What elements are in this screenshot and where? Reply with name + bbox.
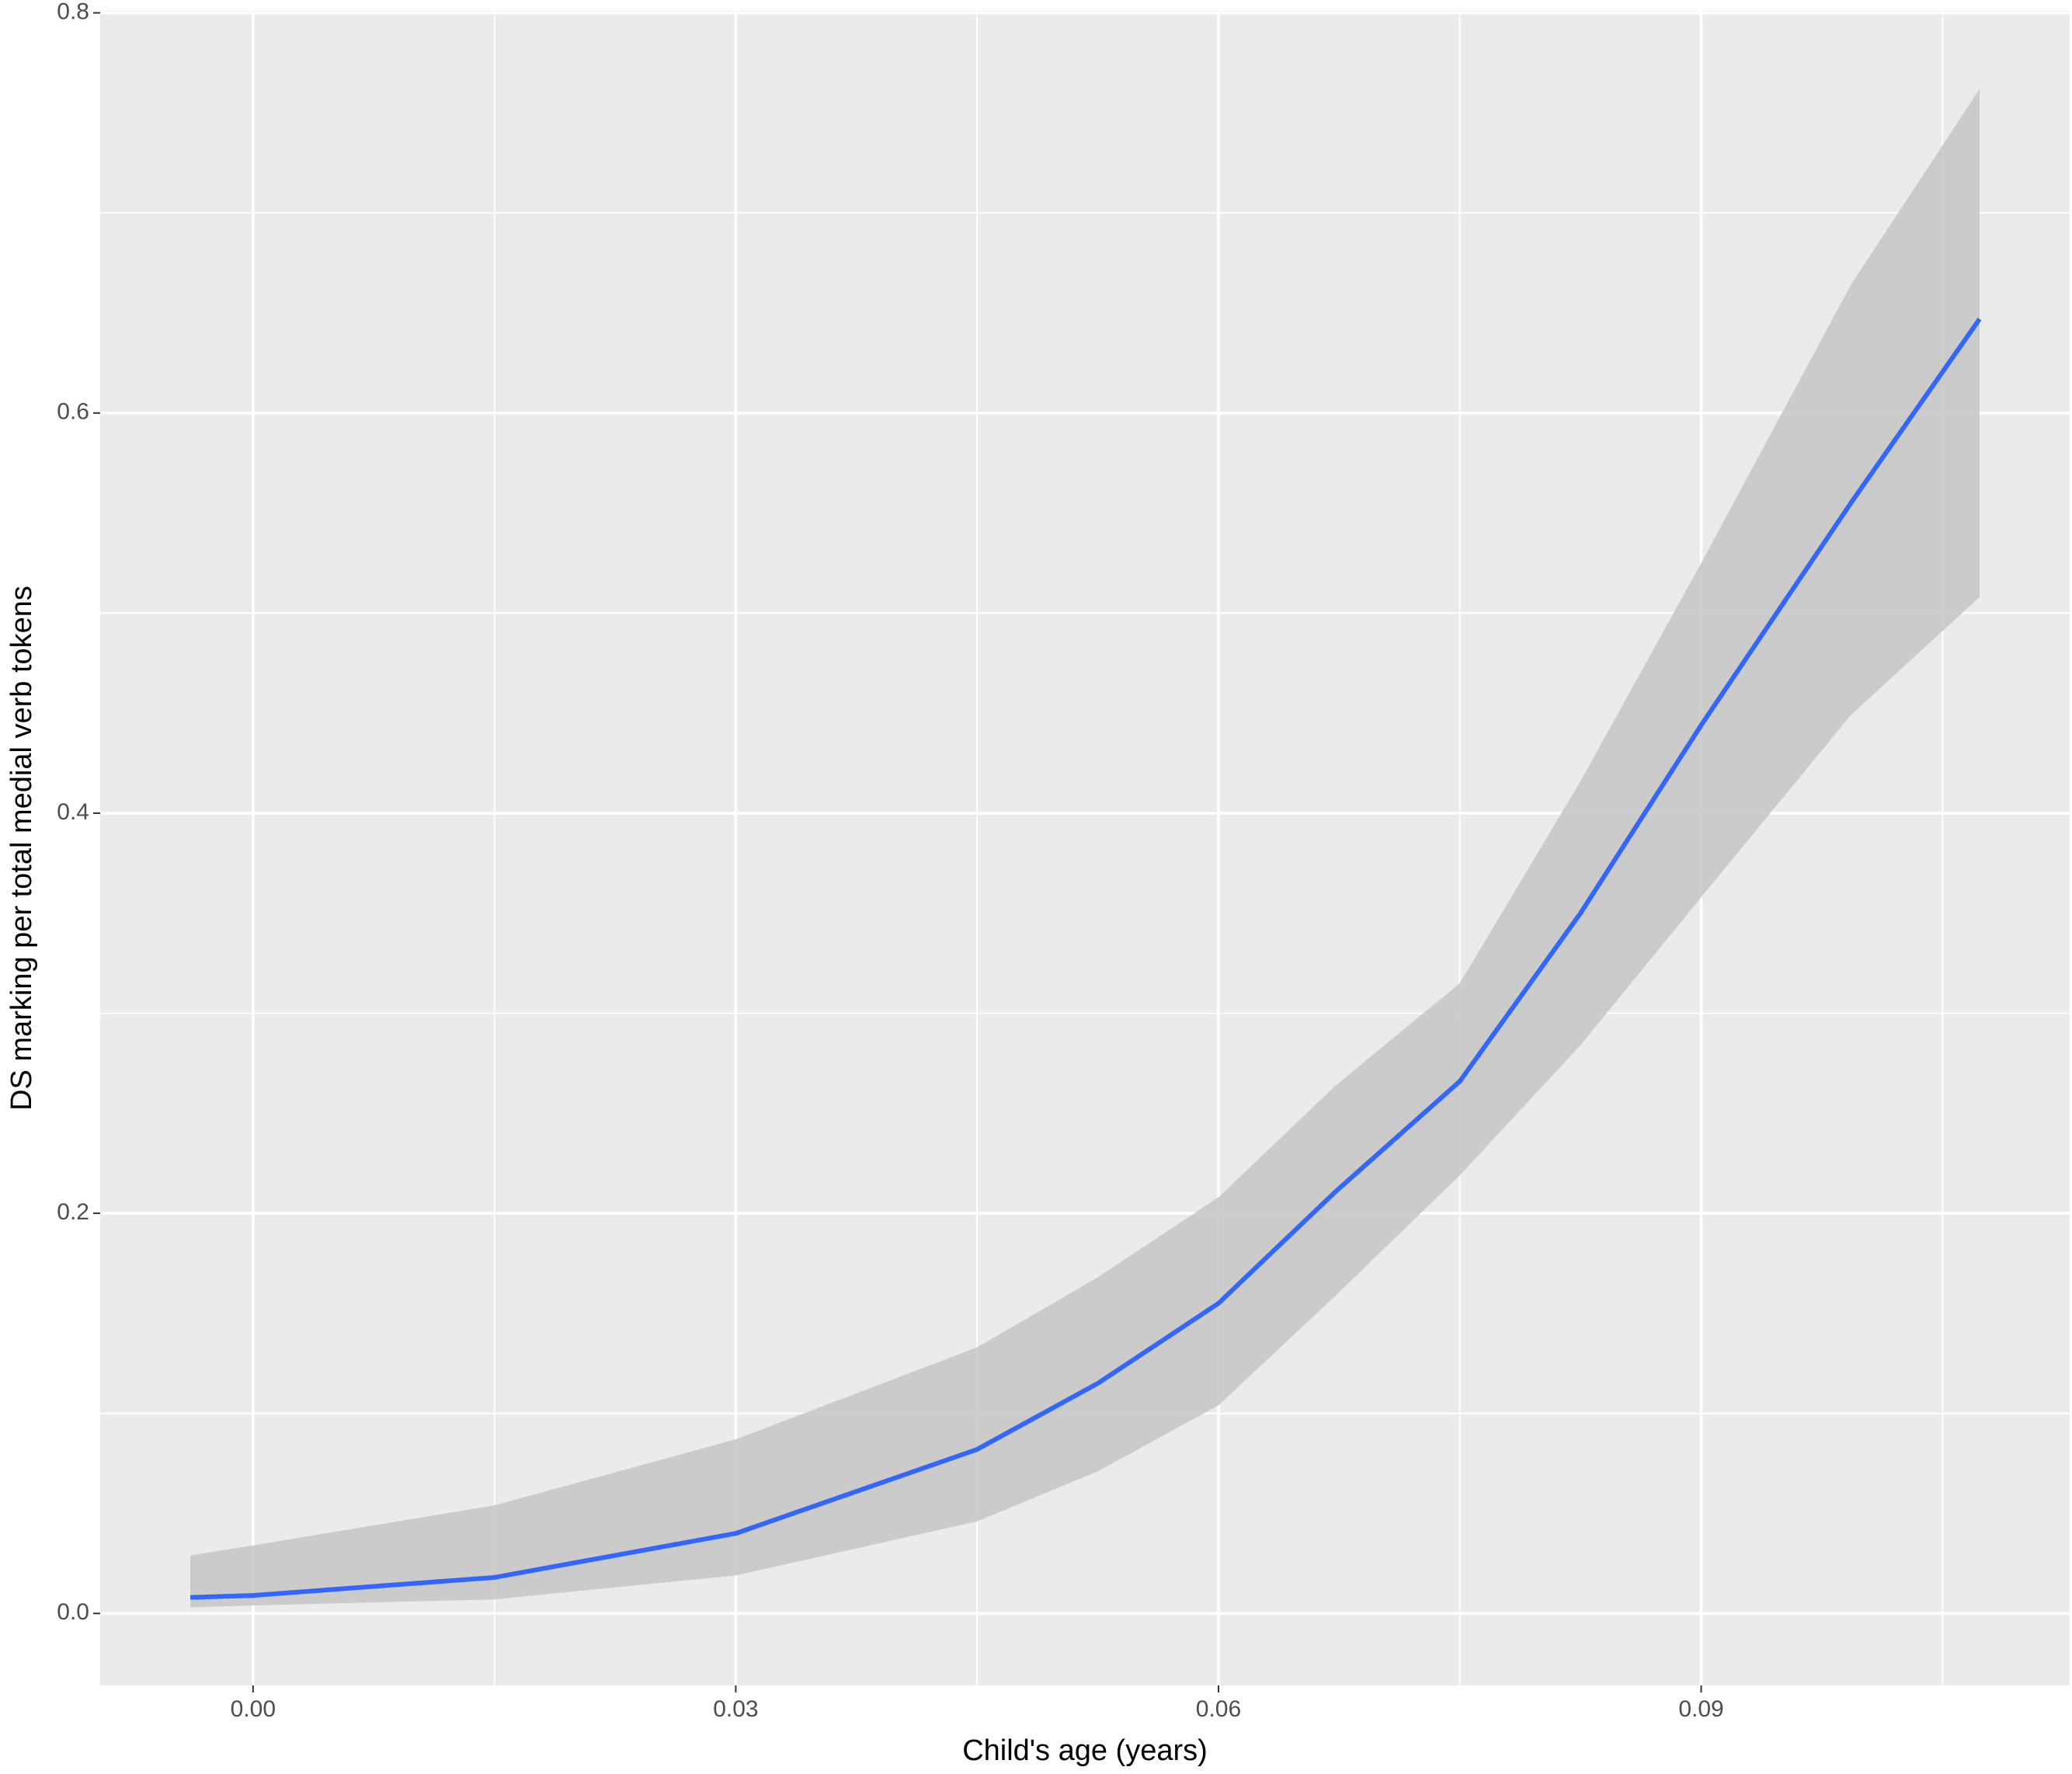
y-tick-label: 0.0	[57, 1599, 89, 1625]
y-tick-label: 0.6	[57, 399, 89, 425]
x-axis-title: Child's age (years)	[962, 1734, 1208, 1767]
y-tick-label: 0.8	[57, 0, 89, 24]
trend-line	[189, 317, 1982, 1600]
x-tick-label: 0.03	[713, 1696, 758, 1722]
x-tick-label: 0.09	[1678, 1696, 1723, 1722]
x-tick-label: 0.06	[1196, 1696, 1241, 1722]
x-tick-label: 0.00	[231, 1696, 276, 1722]
y-tick-label: 0.4	[57, 799, 89, 825]
y-tick-label: 0.2	[57, 1199, 89, 1225]
y-axis-title: DS marking per total medial verb tokens	[5, 586, 38, 1111]
